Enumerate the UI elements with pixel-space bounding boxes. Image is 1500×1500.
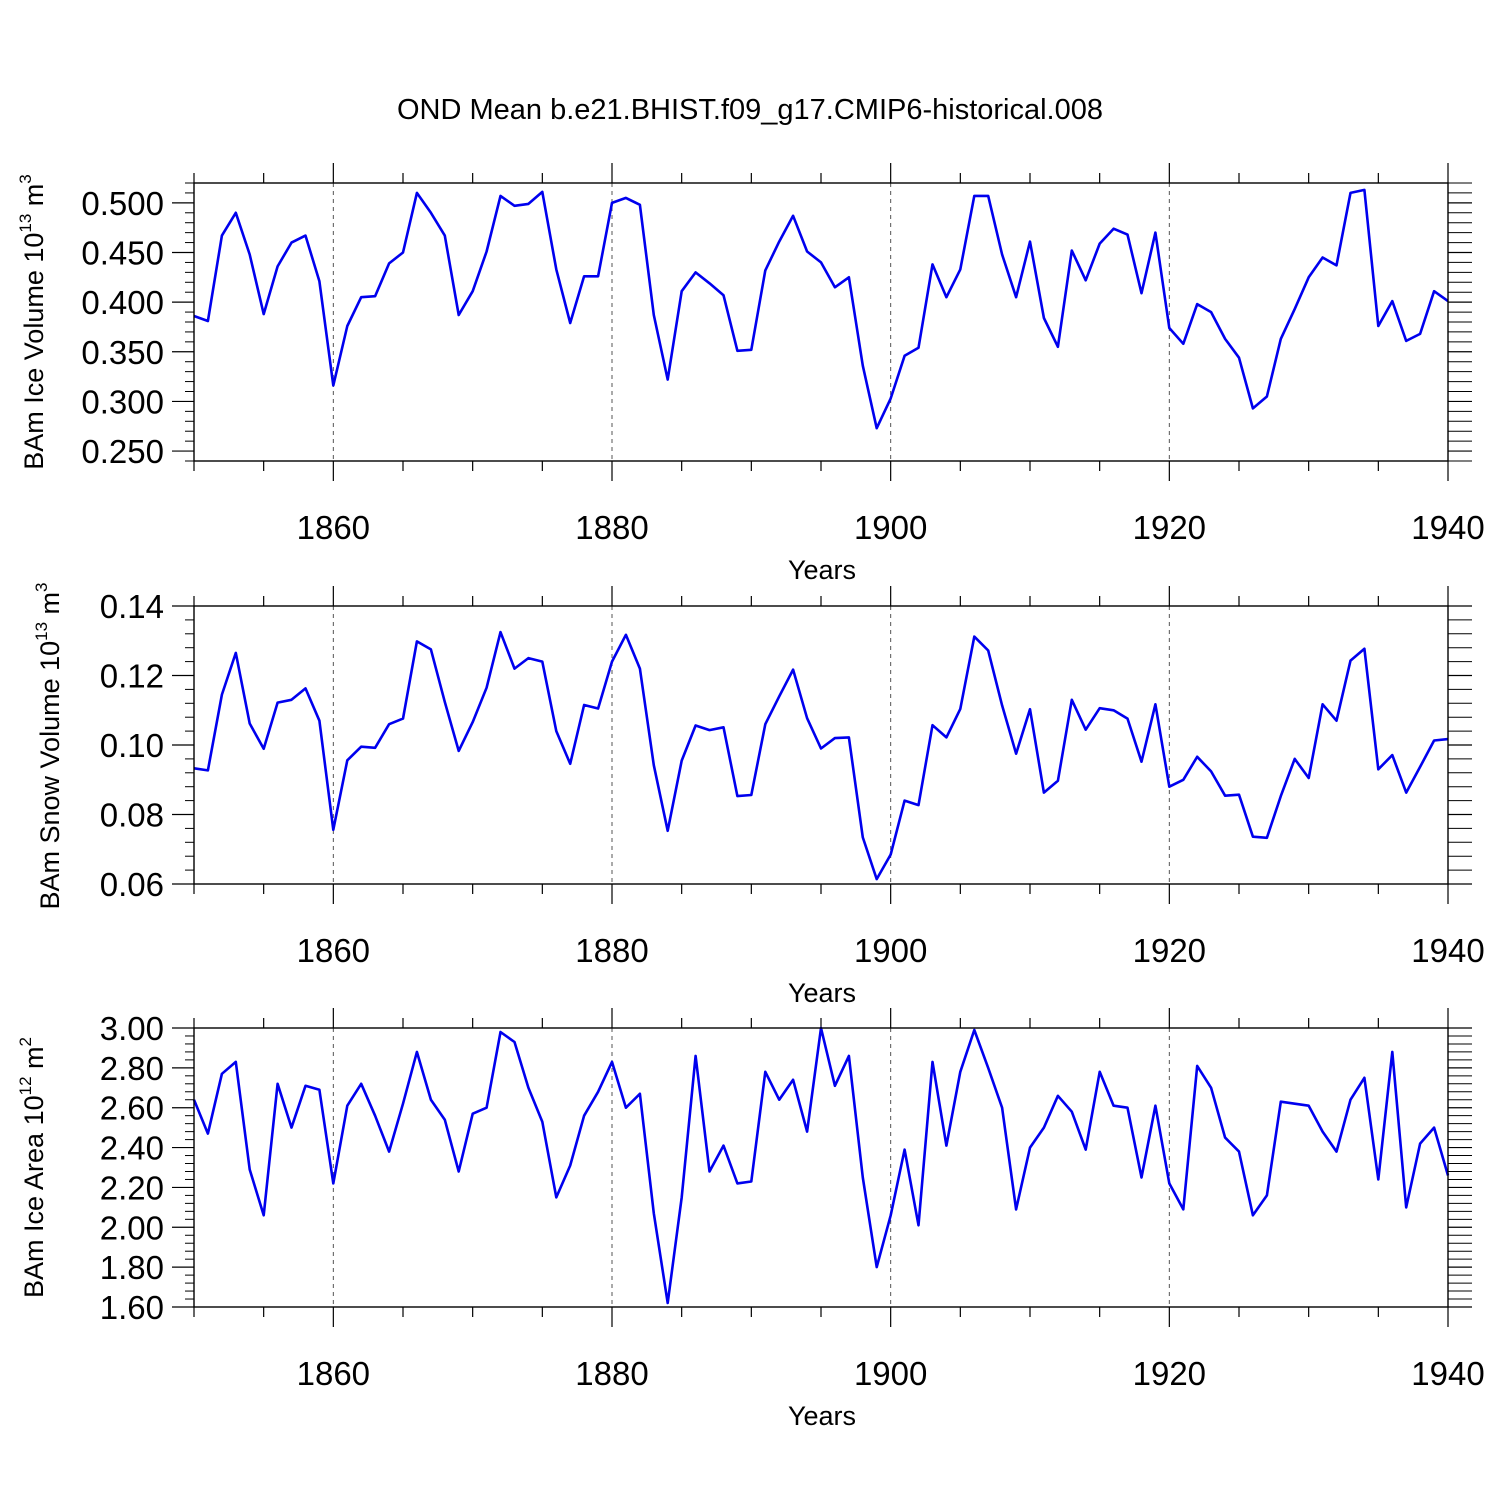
y-tick-label: 1.80: [100, 1249, 164, 1286]
y-tick-label: 2.40: [100, 1130, 164, 1167]
y-axis-label: BAm Snow Volume 1013 m3: [32, 582, 65, 909]
x-tick-label: 1920: [1133, 1355, 1206, 1392]
series-line: [193, 188, 1449, 430]
y-axis-label: BAm Ice Area 1012 m2: [16, 1037, 49, 1298]
chart-panel-ice-volume: 0.250 0.300 0.350 0.400 0.450 0.500 1860 1880 19…: [16, 163, 1485, 585]
x-tick-label: 1900: [854, 1355, 927, 1392]
x-tick-label: 1860: [297, 509, 370, 546]
y-tick-label: 2.00: [100, 1209, 164, 1246]
x-tick-label: 1900: [854, 509, 927, 546]
y-axis-label-base: BAm Ice Volume 10: [19, 233, 49, 470]
figure-title: OND Mean b.e21.BHIST.f09_g17.CMIP6-histo…: [397, 94, 1103, 126]
y-axis-label-base: BAm Ice Area 10: [19, 1095, 49, 1298]
x-tick-label: 1860: [297, 932, 370, 969]
chart-panel-ice-area: 1.601.802.002.202.402.602.803.00 1860 1880…: [16, 1008, 1485, 1431]
y-tick-label: 0.250: [81, 433, 164, 470]
series-line: [193, 630, 1449, 881]
y-tick-label: 0.08: [100, 797, 164, 834]
x-tick-label: 1940: [1411, 932, 1484, 969]
y-axis-label-exp: 12: [16, 1076, 35, 1095]
y-tick-label: 0.10: [100, 727, 164, 764]
y-tick-label: 0.450: [81, 235, 164, 272]
x-tick-label: 1880: [575, 932, 648, 969]
plot-frame: [193, 605, 1449, 885]
x-tick-label: 1940: [1411, 1355, 1484, 1392]
y-axis-label-unit: m: [19, 1046, 49, 1076]
y-axis-label-unit: m: [35, 592, 65, 622]
y-tick-label: 0.12: [100, 658, 164, 695]
panels: 0.250 0.300 0.350 0.400 0.450 0.500 1860 1880 19…: [16, 163, 1485, 1431]
y-tick-label: 2.60: [100, 1090, 164, 1127]
y-tick-label: 0.300: [81, 383, 164, 420]
y-tick-label: 0.06: [100, 866, 164, 903]
x-tick-label: 1900: [854, 932, 927, 969]
y-axis-label: BAm Ice Volume 1013 m3: [16, 174, 49, 470]
y-tick-label: 2.80: [100, 1050, 164, 1087]
plot-frame: [193, 182, 1449, 462]
y-tick-label: 0.400: [81, 284, 164, 321]
x-tick-label: 1860: [297, 1355, 370, 1392]
y-axis-label-exp: 13: [16, 214, 35, 233]
plot-frame: [193, 1027, 1449, 1308]
y-tick-label: 0.350: [81, 334, 164, 371]
y-tick-label: 0.14: [100, 588, 164, 625]
x-tick-label: 1920: [1133, 509, 1206, 546]
y-axis-label-exp: 3: [16, 174, 35, 183]
y-tick-label: 2.20: [100, 1169, 164, 1206]
series-line: [192, 1026, 1450, 1305]
x-tick-label: 1940: [1411, 509, 1484, 546]
y-axis-label-exp: 3: [32, 582, 51, 591]
y-axis-label-exp: 2: [16, 1037, 35, 1046]
y-tick-label: 1.60: [100, 1289, 164, 1326]
x-tick-label: 1880: [575, 509, 648, 546]
y-axis-label-exp: 13: [32, 622, 51, 641]
x-axis-label: Years: [788, 1401, 856, 1431]
x-tick-label: 1880: [575, 1355, 648, 1392]
x-tick-label: 1920: [1133, 932, 1206, 969]
y-tick-label: 3.00: [100, 1010, 164, 1047]
x-axis-label: Years: [788, 555, 856, 585]
y-axis-label-unit: m: [19, 184, 49, 214]
y-axis-label-base: BAm Snow Volume 10: [35, 641, 65, 910]
y-tick-label: 0.500: [81, 185, 164, 222]
chart-panel-snow-volume: 0.06 0.08 0.10 0.12 0.14 1860 1880 1900 1920 1940…: [32, 582, 1485, 1008]
x-axis-label: Years: [788, 978, 856, 1008]
